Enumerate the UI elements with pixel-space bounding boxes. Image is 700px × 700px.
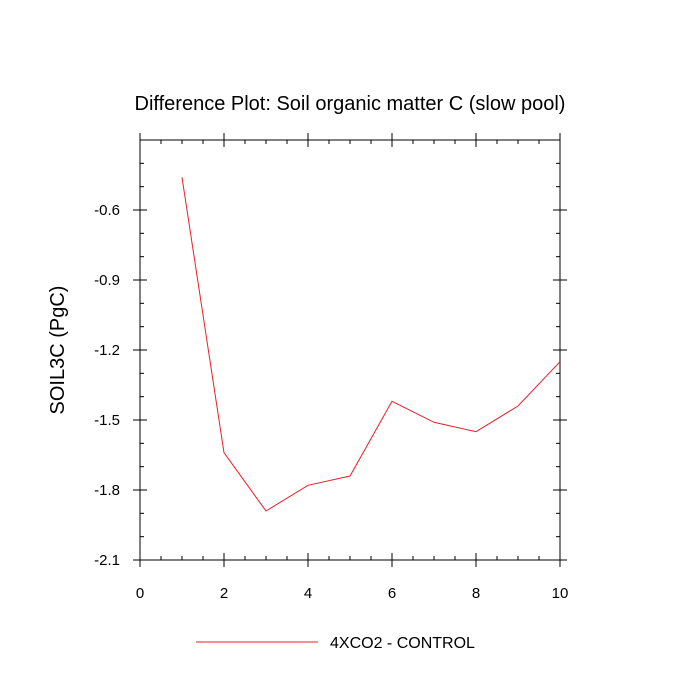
y-tick-labels: -2.1 -1.8 -1.5 -1.2 -0.9 -0.6 — [94, 202, 120, 569]
x-tick-label: 0 — [136, 585, 144, 602]
plot-frame — [139, 139, 561, 561]
chart-title: Difference Plot: Soil organic matter C (… — [135, 93, 566, 115]
y-tick-label: -1.5 — [94, 412, 120, 429]
x-tick-label: 6 — [388, 585, 396, 602]
legend: 4XCO2 - CONTROL — [196, 635, 475, 652]
y-tick-label: -0.9 — [94, 272, 120, 289]
legend-label: 4XCO2 - CONTROL — [330, 635, 475, 652]
axis-ticks — [133, 133, 567, 567]
y-axis-title: SOIL3C (PgC) — [47, 286, 69, 415]
x-tick-label: 10 — [552, 585, 569, 602]
x-tick-label: 2 — [220, 585, 228, 602]
x-tick-label: 4 — [304, 585, 312, 602]
x-tick-labels: 0 2 4 6 8 10 — [136, 585, 569, 602]
y-tick-label: -1.8 — [94, 482, 120, 499]
y-tick-label: -2.1 — [94, 552, 120, 569]
series-layer — [181, 177, 561, 512]
x-tick-label: 8 — [472, 585, 480, 602]
y-tick-label: -0.6 — [94, 202, 120, 219]
series-line — [181, 177, 561, 512]
y-tick-label: -1.2 — [94, 342, 120, 359]
